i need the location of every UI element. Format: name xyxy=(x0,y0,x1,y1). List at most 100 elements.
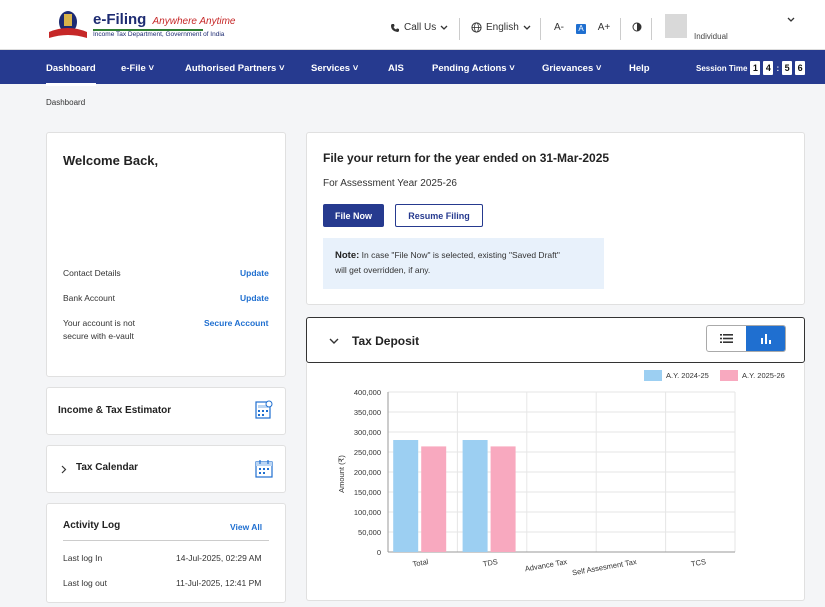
legend-label: A.Y. 2024-25 xyxy=(666,371,709,380)
font-normal-button[interactable]: A xyxy=(576,24,586,34)
font-decrease-button[interactable]: A- xyxy=(554,22,564,33)
chevron-down-icon: ˅ xyxy=(509,63,515,74)
chevron-down-icon: ˅ xyxy=(352,63,359,74)
logo-tagline: Anywhere Anytime xyxy=(152,16,236,27)
y-tick-label: 0 xyxy=(377,548,381,557)
chevron-down-icon: ˅ xyxy=(148,63,155,74)
divider xyxy=(459,18,460,40)
language-dropdown[interactable]: English xyxy=(471,22,531,33)
nav-ais[interactable]: AIS xyxy=(388,63,404,74)
resume-filing-button[interactable]: Resume Filing xyxy=(395,204,483,227)
nav-services[interactable]: Services ˅ xyxy=(311,63,359,74)
logo-title: e-Filing Anywhere Anytime xyxy=(93,11,236,28)
nav-efile[interactable]: e-File ˅ xyxy=(121,63,155,74)
activity-log-card: Activity Log View All Last log In 14-Jul… xyxy=(46,503,286,603)
nav-authorised-partners[interactable]: Authorised Partners ˅ xyxy=(185,63,285,74)
view-toggle xyxy=(706,325,786,352)
legend-item-ay-2024-25: A.Y. 2024-25 xyxy=(644,370,709,381)
logo-subtitle: Income Tax Department, Government of Ind… xyxy=(93,31,225,38)
x-tick-label: TCS xyxy=(690,557,706,568)
evault-status-label: Your account is not secure with e-vault xyxy=(63,318,135,341)
chevron-down-icon: ˅ xyxy=(595,63,602,74)
logo-underline xyxy=(93,29,203,31)
top-header: e-Filing Anywhere Anytime Income Tax Dep… xyxy=(0,0,825,50)
x-tick-label: Total xyxy=(412,557,429,569)
legend-swatch xyxy=(644,370,662,381)
calendar-icon xyxy=(255,460,273,478)
chevron-right-icon xyxy=(61,465,67,474)
nav-pending-actions[interactable]: Pending Actions ˅ xyxy=(432,63,515,74)
tax-calendar-card[interactable]: Tax Calendar xyxy=(46,445,286,493)
x-tick-label: Advance Tax xyxy=(524,557,568,573)
welcome-heading: Welcome Back, xyxy=(63,153,159,168)
file-return-card: File your return for the year ended on 3… xyxy=(306,132,805,305)
y-tick-label: 350,000 xyxy=(354,408,381,417)
bank-update-link[interactable]: Update xyxy=(240,293,269,303)
divider xyxy=(651,18,652,40)
tax-deposit-header[interactable]: Tax Deposit xyxy=(306,317,805,363)
profile-card: Welcome Back, Contact Details Update Ban… xyxy=(46,132,286,377)
draft-note: Note: In case "File Now" is selected, ex… xyxy=(323,238,604,289)
y-tick-label: 100,000 xyxy=(354,508,381,517)
divider xyxy=(540,18,541,40)
contact-details-label: Contact Details xyxy=(63,268,121,278)
y-tick-label: 300,000 xyxy=(354,428,381,437)
efiling-logo[interactable]: e-Filing Anywhere Anytime Income Tax Dep… xyxy=(47,8,236,42)
chart-view-button[interactable] xyxy=(746,326,785,351)
y-tick-label: 250,000 xyxy=(354,448,381,457)
breadcrumb[interactable]: Dashboard xyxy=(46,98,86,107)
contrast-icon xyxy=(632,22,642,32)
assessment-year-label: For Assessment Year 2025-26 xyxy=(323,178,457,189)
calculator-icon xyxy=(255,400,273,419)
bank-account-label: Bank Account xyxy=(63,293,115,303)
emblem-icon xyxy=(49,11,87,38)
secure-account-link[interactable]: Secure Account xyxy=(204,318,269,328)
globe-icon xyxy=(471,22,482,33)
file-now-button[interactable]: File Now xyxy=(323,204,384,227)
income-tax-estimator-card[interactable]: Income & Tax Estimator xyxy=(46,387,286,435)
tax-deposit-chart-card: A.Y. 2024-25 A.Y. 2025-26 0 50,000 100,000… xyxy=(306,363,805,601)
contrast-toggle[interactable] xyxy=(632,22,642,32)
session-digit: 1 xyxy=(750,61,761,75)
avatar[interactable] xyxy=(665,14,687,38)
font-increase-button[interactable]: A+ xyxy=(597,22,611,33)
bar xyxy=(393,440,419,552)
call-us-label: Call Us xyxy=(404,22,437,33)
tax-deposit-chart: 0 50,000 100,000 150,000 200,000 250,000 300,0… xyxy=(337,388,736,577)
nav-grievances[interactable]: Grievances ˅ xyxy=(542,63,602,74)
nav-help[interactable]: Help xyxy=(629,63,650,74)
legend-label: A.Y. 2025-26 xyxy=(742,371,785,380)
last-login-value: 14-Jul-2025, 02:29 AM xyxy=(176,553,262,563)
session-digit: 4 xyxy=(763,61,774,75)
legend-swatch xyxy=(720,370,738,381)
divider xyxy=(63,540,269,541)
view-all-link[interactable]: View All xyxy=(230,522,263,532)
tax-deposit-title: Tax Deposit xyxy=(352,334,420,348)
main-nav: Dashboard e-File ˅ Authorised Partners ˅… xyxy=(0,50,825,86)
list-view-button[interactable] xyxy=(707,326,746,351)
file-return-title: File your return for the year ended on 3… xyxy=(323,151,610,165)
bar-chart-icon xyxy=(760,334,771,344)
session-colon: : xyxy=(776,63,780,73)
chevron-down-icon[interactable] xyxy=(329,338,339,345)
y-tick-label: 200,000 xyxy=(354,468,381,477)
last-logout-value: 11-Jul-2025, 12:41 PM xyxy=(176,578,262,588)
chevron-down-icon xyxy=(440,25,448,30)
divider xyxy=(620,18,621,40)
list-icon xyxy=(720,334,733,343)
activity-log-title: Activity Log xyxy=(63,520,121,531)
y-tick-label: 400,000 xyxy=(354,388,381,397)
chevron-down-icon: ˅ xyxy=(278,63,285,74)
chevron-down-icon[interactable] xyxy=(787,17,795,23)
x-tick-label: Self Assesment Tax xyxy=(571,557,637,577)
y-axis-label: Amount (₹) xyxy=(337,455,346,493)
tax-calendar-title: Tax Calendar xyxy=(76,462,139,473)
contact-update-link[interactable]: Update xyxy=(240,268,269,278)
session-digit: 5 xyxy=(782,61,793,75)
session-label: Session Time xyxy=(696,63,748,73)
session-timer: Session Time 1 4 : 5 6 xyxy=(696,61,806,75)
nav-dashboard[interactable]: Dashboard xyxy=(46,63,96,86)
x-tick-label: TDS xyxy=(482,557,498,568)
bar xyxy=(421,446,447,552)
call-us-dropdown[interactable]: Call Us xyxy=(390,22,448,33)
